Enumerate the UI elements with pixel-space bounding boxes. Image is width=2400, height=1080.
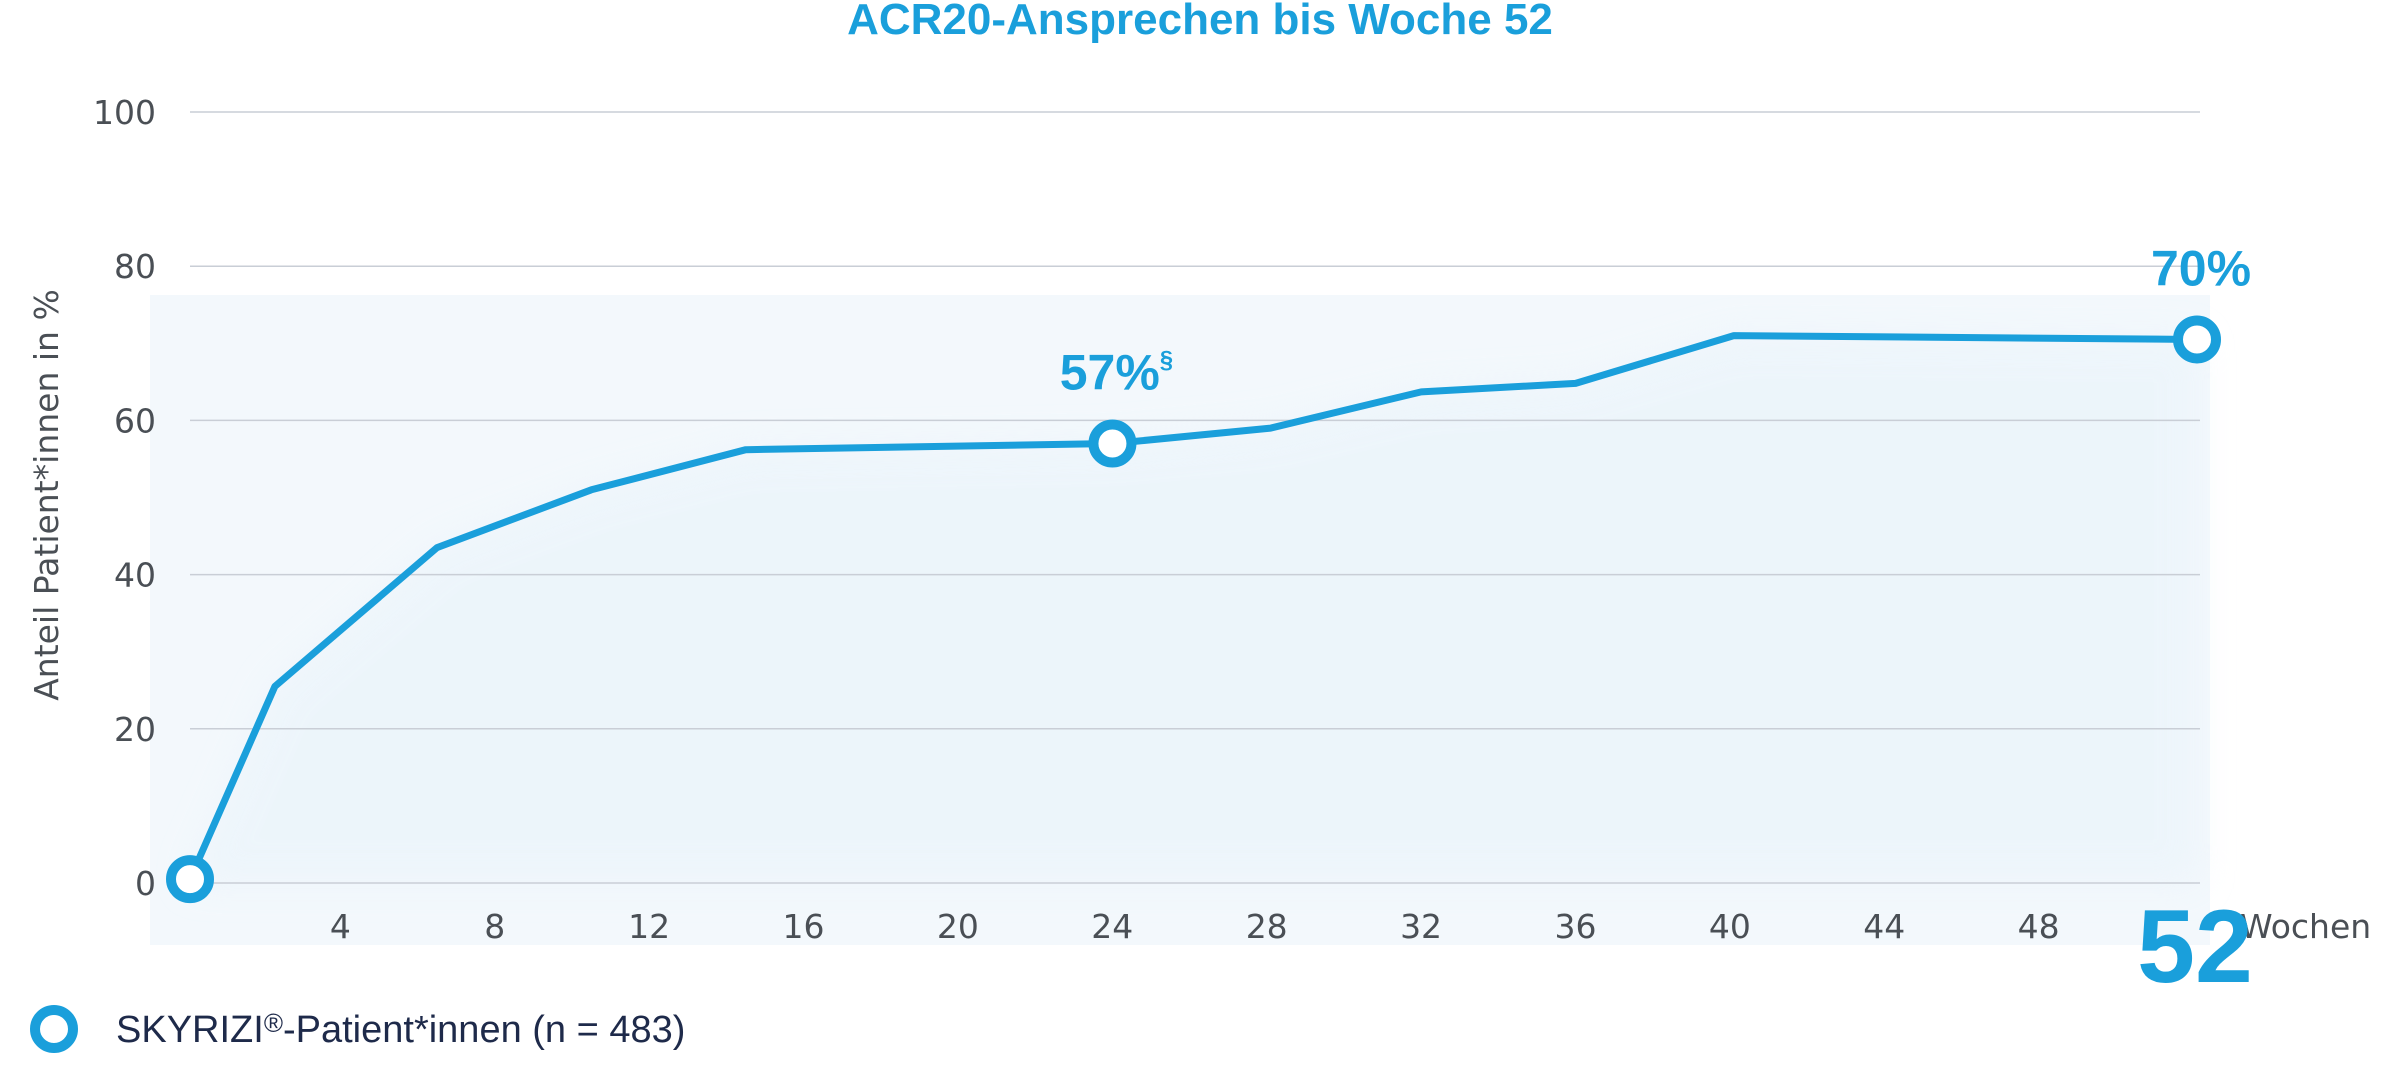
x-axis-ticks: 4 8 12 16 20 24 28 32 36 40 44 48 — [330, 907, 2060, 946]
data-label-footnote: § — [1160, 347, 1173, 374]
x-tick-label: 44 — [1863, 907, 1905, 946]
data-point-marker — [2173, 315, 2221, 364]
annotations: 57%§ 70% — [1060, 240, 2251, 400]
y-tick-label: 100 — [93, 93, 156, 132]
x-tick-label: 48 — [2018, 907, 2060, 946]
x-tick-label: 32 — [1400, 907, 1442, 946]
y-axis-label: Anteil Patient*innen in % — [27, 289, 66, 701]
x-tick-label: 4 — [330, 907, 351, 946]
x-tick-label: 24 — [1091, 907, 1133, 946]
x-tick-label: 36 — [1554, 907, 1596, 946]
area-shadow — [190, 335, 2197, 884]
legend-label-suffix: -Patient*innen (n = 483) — [283, 1009, 685, 1051]
x-tick-label: 12 — [628, 907, 670, 946]
legend-label: SKYRIZI®-Patient*innen (n = 483) — [116, 1008, 685, 1051]
y-tick-label: 20 — [114, 710, 156, 749]
x-tick-final: 52 — [2137, 889, 2253, 1005]
legend: SKYRIZI®-Patient*innen (n = 483) — [30, 1005, 685, 1053]
data-points — [166, 315, 2221, 904]
legend-label-prefix: SKYRIZI — [116, 1009, 264, 1051]
y-tick-label: 0 — [135, 864, 156, 903]
x-axis-label: Wochen — [2240, 907, 2371, 946]
x-tick-label: 8 — [484, 907, 505, 946]
y-axis-ticks: 0 20 40 60 80 100 — [93, 93, 156, 903]
chart-title: ACR20-Ansprechen bis Woche 52 — [847, 0, 1553, 44]
legend-marker-icon — [30, 1005, 78, 1053]
data-point-marker — [1088, 419, 1137, 468]
gridlines — [190, 111, 2200, 884]
y-tick-label: 40 — [114, 556, 156, 595]
data-label: 57%§ — [1060, 345, 1173, 401]
data-label: 70% — [2151, 240, 2251, 296]
x-tick-label: 16 — [783, 907, 825, 946]
x-tick-label: 20 — [937, 907, 979, 946]
y-tick-label: 60 — [114, 401, 156, 440]
x-tick-label: 28 — [1246, 907, 1288, 946]
y-tick-label: 80 — [114, 247, 156, 286]
data-point-marker — [166, 855, 214, 904]
x-tick-label: 40 — [1709, 907, 1751, 946]
legend-label-registered: ® — [264, 1008, 283, 1038]
